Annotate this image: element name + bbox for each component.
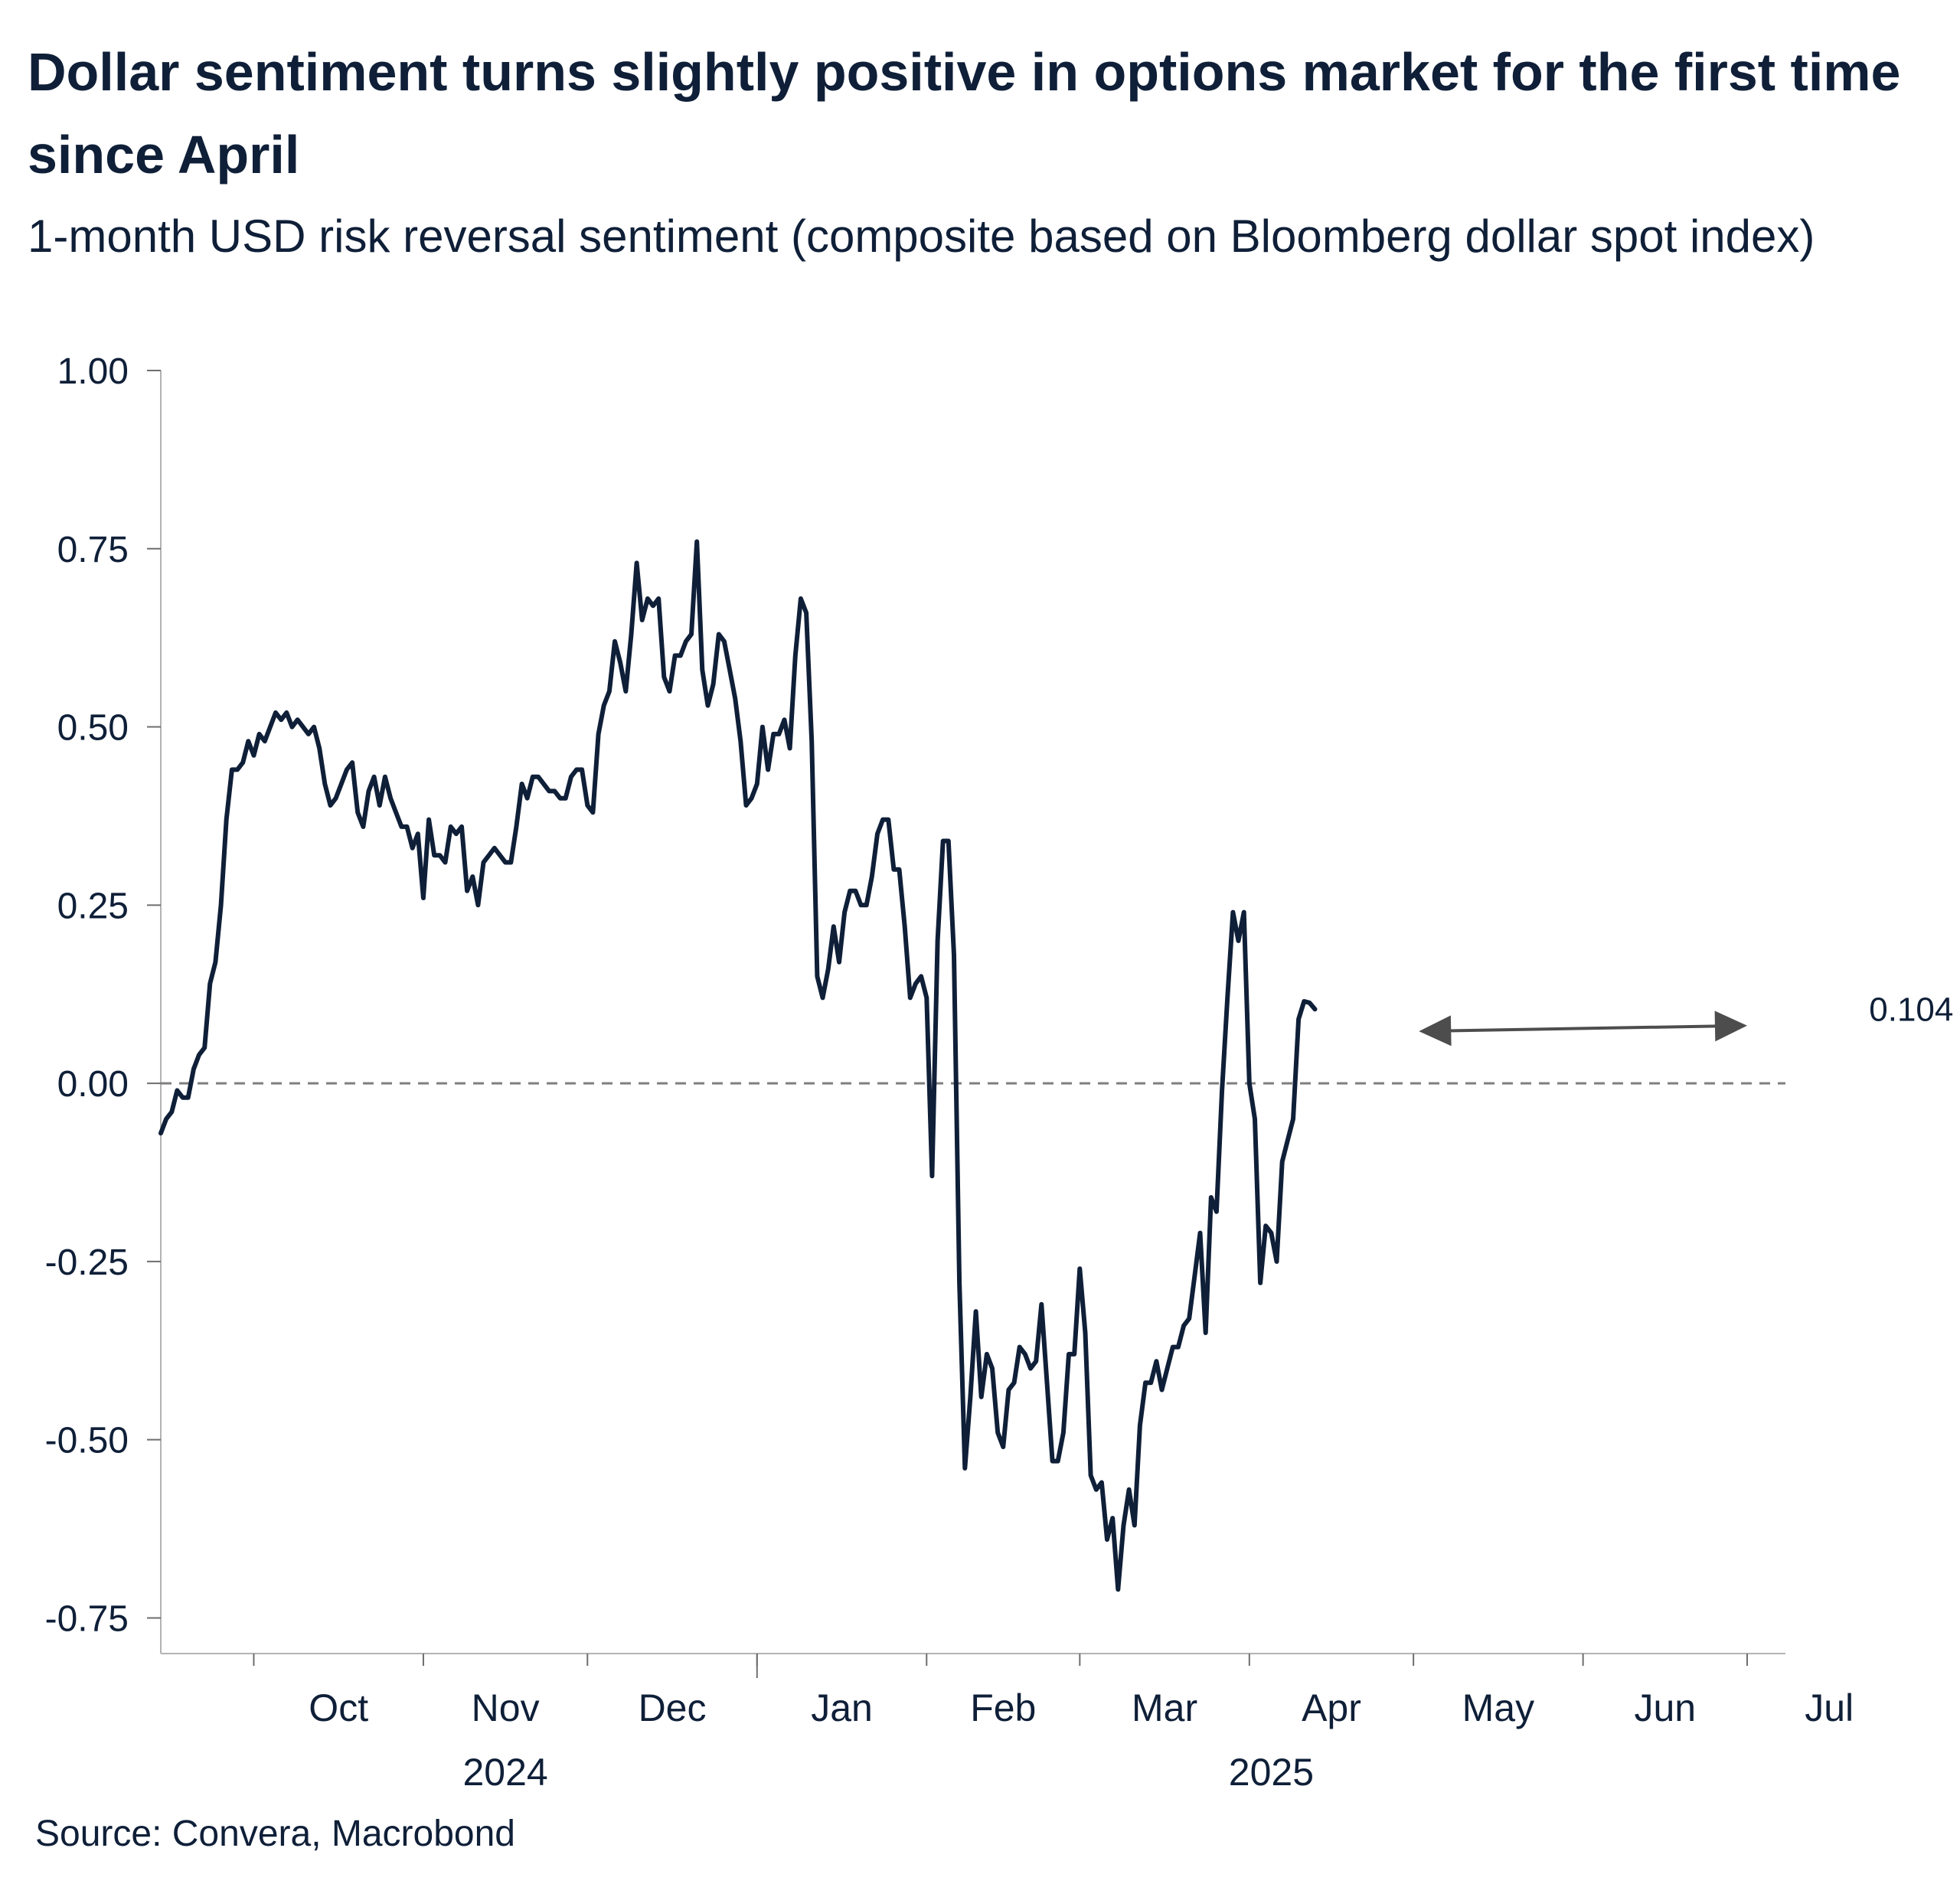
y-tick-label: 1.00 bbox=[57, 351, 129, 392]
x-year-label: 2024 bbox=[463, 1751, 548, 1794]
x-month-label: May bbox=[1462, 1686, 1534, 1729]
chart-subtitle: 1-month USD risk reversal sentiment (com… bbox=[28, 211, 1815, 262]
arrow-head-left bbox=[1419, 1015, 1452, 1046]
chart-title: Dollar sentiment turns slightly positive… bbox=[28, 42, 1901, 184]
y-tick-label: 0.25 bbox=[57, 886, 129, 926]
axes bbox=[160, 371, 1785, 1654]
arrow-shaft bbox=[1448, 1024, 1719, 1033]
y-tick-label: 0.50 bbox=[57, 708, 129, 749]
x-year-label: 2025 bbox=[1229, 1751, 1314, 1794]
y-tick-label: 0.00 bbox=[57, 1064, 129, 1105]
y-axis: 1.00 0.75 0.50 0.25 0.00 -0.25 -0.50 -0.75 bbox=[45, 351, 161, 1639]
x-month-label: Mar bbox=[1132, 1686, 1197, 1729]
series-line bbox=[158, 539, 1318, 1592]
x-month-label: Nov bbox=[472, 1686, 540, 1729]
x-month-label: Oct bbox=[309, 1686, 368, 1729]
y-tick-label: -0.50 bbox=[45, 1421, 129, 1461]
y-tick-label: -0.75 bbox=[45, 1598, 129, 1639]
x-month-label: Jan bbox=[811, 1686, 873, 1729]
arrow-head-right bbox=[1714, 1011, 1747, 1042]
y-tick-label: 0.75 bbox=[57, 530, 129, 570]
x-month-label: Jul bbox=[1805, 1686, 1854, 1729]
annotation-label: 0.104 bbox=[1869, 991, 1953, 1028]
x-axis: Oct Nov Dec Jan Feb Mar Apr May Jun Jul 2024 2025 bbox=[253, 1654, 1854, 1794]
source-note: Source: Convera, Macrobond bbox=[35, 1814, 515, 1854]
x-month-label: Jun bbox=[1635, 1686, 1697, 1729]
annotation: 0.104 bbox=[1419, 991, 1953, 1046]
x-month-label: Apr bbox=[1302, 1686, 1361, 1729]
x-month-label: Feb bbox=[970, 1686, 1036, 1729]
x-month-label: Dec bbox=[639, 1686, 707, 1729]
y-tick-label: -0.25 bbox=[45, 1242, 129, 1283]
